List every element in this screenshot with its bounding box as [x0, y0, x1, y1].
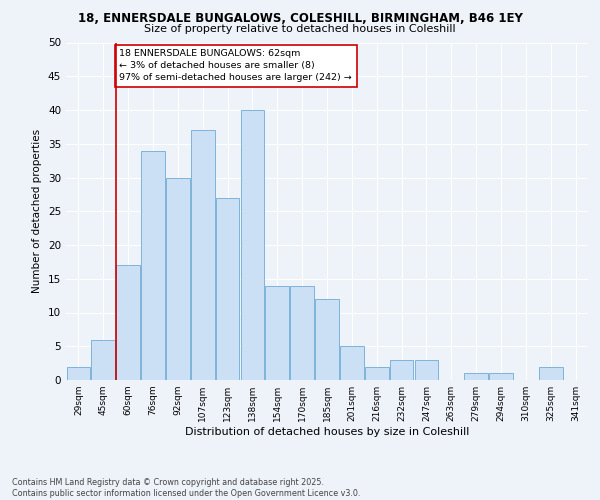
Bar: [67, 366, 90, 380]
Bar: [116, 265, 140, 380]
Bar: [241, 110, 264, 380]
Text: Contains HM Land Registry data © Crown copyright and database right 2025.
Contai: Contains HM Land Registry data © Crown c…: [12, 478, 361, 498]
Y-axis label: Number of detached properties: Number of detached properties: [32, 129, 43, 294]
Bar: [464, 373, 488, 380]
Bar: [539, 366, 563, 380]
Bar: [315, 299, 339, 380]
Bar: [340, 346, 364, 380]
Bar: [91, 340, 115, 380]
X-axis label: Distribution of detached houses by size in Coleshill: Distribution of detached houses by size …: [185, 427, 469, 437]
Bar: [290, 286, 314, 380]
Bar: [141, 150, 165, 380]
Bar: [166, 178, 190, 380]
Text: 18 ENNERSDALE BUNGALOWS: 62sqm
← 3% of detached houses are smaller (8)
97% of se: 18 ENNERSDALE BUNGALOWS: 62sqm ← 3% of d…: [119, 50, 352, 82]
Bar: [415, 360, 438, 380]
Bar: [365, 366, 389, 380]
Bar: [489, 373, 513, 380]
Bar: [216, 198, 239, 380]
Bar: [191, 130, 215, 380]
Bar: [265, 286, 289, 380]
Text: Size of property relative to detached houses in Coleshill: Size of property relative to detached ho…: [144, 24, 456, 34]
Text: 18, ENNERSDALE BUNGALOWS, COLESHILL, BIRMINGHAM, B46 1EY: 18, ENNERSDALE BUNGALOWS, COLESHILL, BIR…: [77, 12, 523, 26]
Bar: [390, 360, 413, 380]
